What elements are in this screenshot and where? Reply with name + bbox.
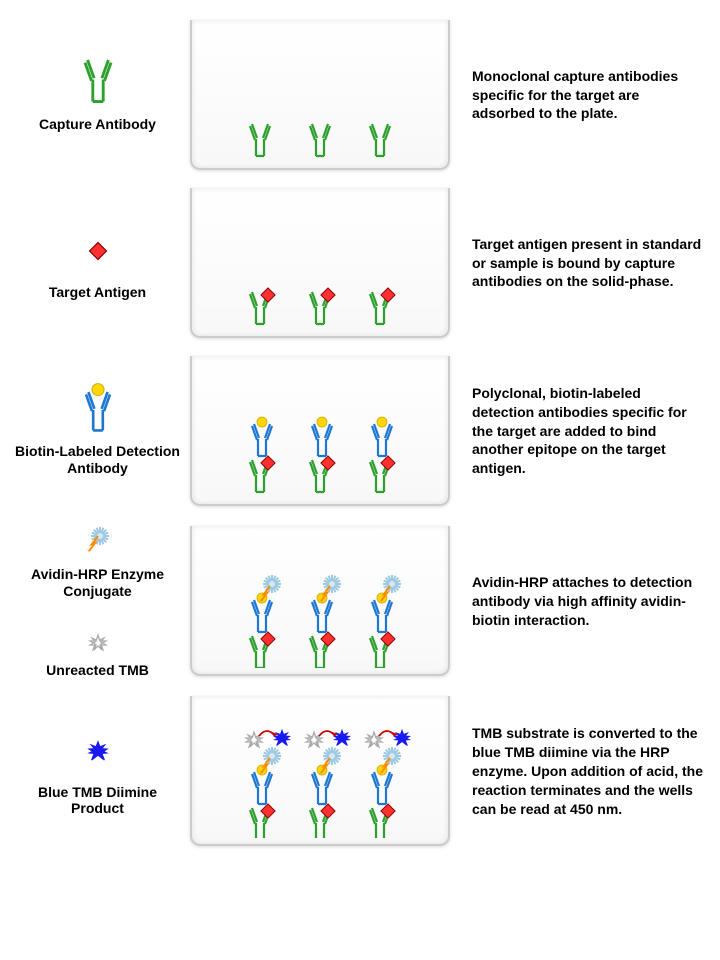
avidin-hrp-icon [78,524,118,560]
capture-antibody-icon [78,58,118,108]
step3-row: Biotin-Labeled Detection Antibody Polycl… [15,356,705,506]
step5-description: TMB substrate is converted to the blue T… [460,724,705,818]
legend-label: Capture Antibody [39,116,156,133]
step4-row: Avidin-HRP Enzyme Conjugate Unreacted TM… [15,524,705,678]
legend-target-antigen: Target Antigen [15,226,180,301]
legend-label: Biotin-Labeled Detection Antibody [15,443,180,477]
step3-description: Polyclonal, biotin-labeled detection ant… [460,384,705,478]
well-step4 [190,526,450,676]
step4-description: Avidin-HRP attaches to detection antibod… [460,573,705,630]
step2-description: Target antigen present in standard or sa… [460,235,705,292]
well-step5 [190,696,450,846]
detection-antibody-icon [78,385,118,435]
step1-description: Monoclonal capture antibodies specific f… [460,67,705,124]
legend-detection-antibody: Biotin-Labeled Detection Antibody [15,385,180,477]
well-step3 [190,356,450,506]
well-step2 [190,188,450,338]
target-antigen-icon [83,226,113,276]
legend-unreacted-tmb: Unreacted TMB [46,630,149,679]
step2-row: Target Antigen Target antigen present in… [15,188,705,338]
blue-tmb-icon [81,726,115,776]
legend-label: Unreacted TMB [46,662,149,679]
legend-capture-antibody: Capture Antibody [15,58,180,133]
step5-row: Blue TMB Diimine Product [15,696,705,846]
legend-blue-tmb: Blue TMB Diimine Product [15,726,180,818]
legend-avidin-hrp: Avidin-HRP Enzyme Conjugate [15,524,180,600]
step1-row: Capture Antibody Monoclonal capture anti… [15,20,705,170]
legend-label: Target Antigen [49,284,146,301]
legend-label: Avidin-HRP Enzyme Conjugate [15,566,180,600]
legend-avidin-tmb: Avidin-HRP Enzyme Conjugate Unreacted TM… [15,524,180,678]
well-step1 [190,20,450,170]
unreacted-tmb-icon [83,630,113,656]
legend-label: Blue TMB Diimine Product [15,784,180,818]
